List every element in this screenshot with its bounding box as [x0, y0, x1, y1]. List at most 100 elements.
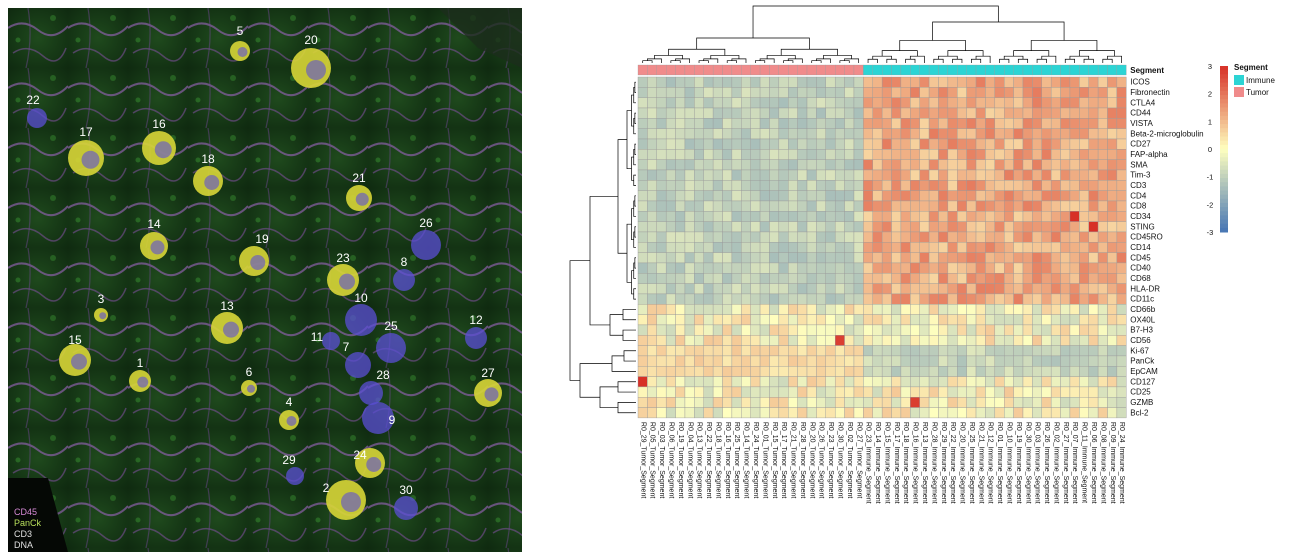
heatmap-cell — [694, 107, 704, 119]
heatmap-cell — [637, 273, 648, 284]
heatmap-cell — [825, 159, 836, 171]
heatmap-cell — [863, 386, 873, 398]
heatmap-cell — [919, 273, 930, 284]
heatmap-cell — [816, 376, 827, 388]
heatmap-cell — [1060, 252, 1071, 264]
heatmap-cell — [1041, 262, 1052, 274]
heatmap-cell — [647, 87, 657, 98]
heatmap-cell — [834, 386, 845, 398]
heatmap-cell — [741, 200, 751, 212]
heatmap-cell — [947, 283, 958, 295]
heatmap-cell — [863, 138, 873, 150]
heatmap-cell — [684, 149, 695, 160]
heatmap-cell — [778, 324, 789, 336]
heatmap-cell — [1069, 242, 1080, 253]
heatmap-cell — [769, 97, 780, 109]
heatmap-cell — [750, 231, 761, 243]
heatmap-cell — [1107, 221, 1118, 233]
heatmap-cell — [778, 314, 789, 326]
heatmap-cell — [1022, 190, 1033, 202]
heatmap-cell — [975, 87, 986, 98]
roi-immune-overlay — [339, 273, 355, 290]
heatmap-cell — [1050, 128, 1061, 140]
heatmap-cell — [928, 149, 939, 160]
heatmap-cell — [788, 221, 798, 233]
heatmap-cell — [881, 76, 892, 88]
heatmap-cell — [853, 283, 864, 295]
heatmap-cell — [900, 87, 911, 98]
heatmap-cell — [1032, 180, 1042, 191]
heatmap-cell — [938, 138, 949, 150]
heatmap-cell — [938, 355, 949, 367]
dendrogram-branch — [905, 58, 916, 63]
heatmap-cell — [947, 128, 958, 140]
heatmap-cell — [806, 159, 817, 171]
heatmap-cell — [647, 242, 657, 253]
column-label: R0_04_Tumor_Segment — [686, 422, 693, 498]
heatmap-cell — [769, 252, 780, 264]
heatmap-cell — [900, 355, 911, 367]
heatmap-cell — [741, 355, 751, 367]
heatmap-cell — [881, 107, 892, 119]
heatmap-cell — [684, 107, 695, 119]
heatmap-cell — [844, 355, 855, 367]
heatmap-cell — [1079, 221, 1089, 233]
heatmap-cell — [1050, 211, 1061, 222]
heatmap-cell — [1116, 293, 1127, 305]
heatmap-cell — [647, 211, 657, 222]
heatmap-cell — [1060, 169, 1071, 181]
roi-label: 3 — [98, 292, 105, 306]
heatmap-cell — [722, 128, 733, 140]
heatmap-cell — [647, 335, 657, 346]
heatmap-cell — [741, 118, 751, 129]
heatmap-cell — [731, 138, 742, 150]
heatmap-cell — [928, 180, 939, 191]
heatmap-cell — [966, 397, 977, 408]
heatmap-cell — [647, 76, 657, 88]
heatmap-cell — [694, 283, 704, 295]
heatmap-cell — [703, 149, 714, 160]
heatmap-cell — [759, 397, 770, 408]
heatmap-cell — [1116, 118, 1127, 129]
heatmap-cell — [1004, 366, 1014, 377]
heatmap-cell — [966, 128, 977, 140]
heatmap-cell — [759, 231, 770, 243]
dendrogram-branch — [617, 381, 636, 393]
roi-immune-overlay — [341, 492, 361, 512]
heatmap-cell — [994, 397, 1005, 408]
heatmap-cell — [872, 211, 883, 222]
heatmap-cell — [684, 242, 695, 253]
heatmap-cell — [703, 221, 714, 233]
heatmap-cell — [900, 283, 911, 295]
heatmap-cell — [665, 190, 676, 202]
heatmap-cell — [722, 149, 733, 160]
heatmap-cell — [881, 128, 892, 140]
roi-label: 13 — [220, 299, 234, 313]
heatmap-cell — [694, 345, 704, 357]
heatmap-cell — [656, 87, 667, 98]
heatmap-cell — [1079, 262, 1089, 274]
heatmap-cell — [1013, 252, 1024, 264]
heatmap-cell — [722, 190, 733, 202]
heatmap-cell — [703, 345, 714, 357]
heatmap-cell — [900, 335, 911, 346]
heatmap-cell — [637, 231, 648, 243]
heatmap-cell — [1116, 355, 1127, 367]
heatmap-cell — [684, 335, 695, 346]
heatmap-cell — [947, 231, 958, 243]
heatmap-cell — [750, 107, 761, 119]
dendrogram-branch — [1036, 58, 1047, 63]
heatmap-cell — [675, 252, 686, 264]
heatmap-cell — [759, 355, 770, 367]
colorbar-swatch — [1220, 202, 1228, 208]
heatmap-cell — [957, 273, 967, 284]
heatmap-cell — [1032, 138, 1042, 150]
heatmap-cell — [825, 376, 836, 388]
heatmap-cell — [900, 221, 911, 233]
heatmap-cell — [1088, 397, 1099, 408]
heatmap-cell — [853, 252, 864, 264]
heatmap-cell — [919, 293, 930, 305]
heatmap-cell — [1079, 335, 1089, 346]
heatmap-cell — [844, 138, 855, 150]
heatmap-cell — [816, 262, 827, 274]
